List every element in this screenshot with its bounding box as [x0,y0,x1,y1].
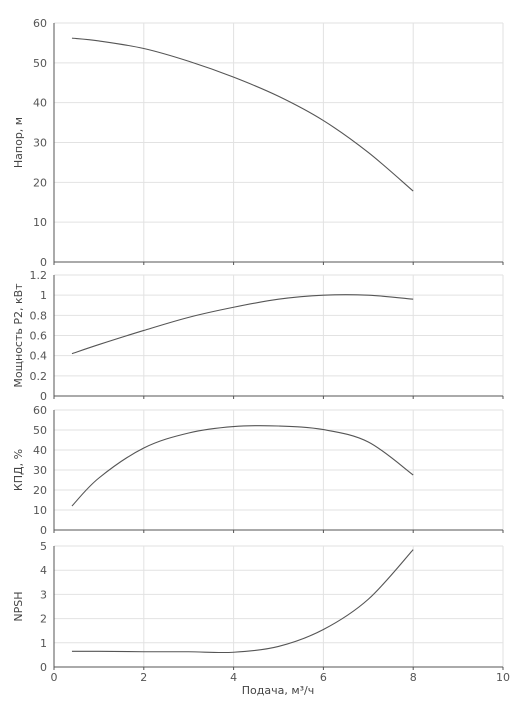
power-y-tick-label: 0.4 [30,350,48,363]
npsh-y-tick-label: 1 [40,637,47,650]
x-axis-tick-labels: 0 2 4 6 8 10 [51,671,511,684]
x-tick-label: 4 [230,671,237,684]
npsh-y-tick-label: 2 [40,613,47,626]
npsh-y-axis-title: NPSH [12,591,25,621]
npsh-y-tick-label: 3 [40,588,47,601]
power-panel: 0 0.2 0.4 0.6 0.8 1 1.2 Мощность P2, кВт [12,269,504,403]
x-tick-label: 10 [496,671,510,684]
efficiency-y-tick-label: 40 [33,444,47,457]
head-y-tick-label: 40 [33,97,47,110]
x-tick-label: 8 [410,671,417,684]
head-y-tick-label: 10 [33,216,47,229]
x-tick-label: 6 [320,671,327,684]
x-tick-label: 2 [140,671,147,684]
power-y-tick-label: 1 [40,289,47,302]
head-curve [71,37,414,192]
power-curve [71,294,414,355]
npsh-y-tick-label: 5 [40,540,47,553]
efficiency-y-tick-label: 0 [40,524,47,537]
npsh-panel: 0 1 2 3 4 5 NPSH [12,540,504,674]
power-y-tick-label: 0.2 [30,370,48,383]
head-y-tick-label: 50 [33,57,47,70]
power-y-tick-label: 0.8 [30,309,48,322]
efficiency-y-tick-label: 50 [33,424,47,437]
npsh-y-tick-label: 0 [40,661,47,674]
efficiency-y-tick-label: 60 [33,404,47,417]
efficiency-curve [71,425,414,507]
efficiency-y-tick-label: 30 [33,464,47,477]
head-y-axis-title: Напор, м [12,117,25,168]
head-y-tick-label: 20 [33,176,47,189]
power-y-tick-label: 0 [40,390,47,403]
x-tick-label: 0 [51,671,58,684]
efficiency-y-tick-label: 20 [33,484,47,497]
power-y-axis-title: Мощность P2, кВт [12,283,25,388]
efficiency-panel: 0 10 20 30 40 50 60 КПД, % [12,404,504,537]
efficiency-y-axis-title: КПД, % [12,449,25,491]
head-y-tick-label: 30 [33,137,47,150]
head-panel: 0 10 20 30 40 50 60 Напор, м [12,17,504,269]
power-y-tick-label: 0.6 [30,330,48,343]
npsh-y-tick-label: 4 [40,564,47,577]
head-y-tick-label: 0 [40,256,47,269]
x-axis-title: Подача, м³/ч [242,684,315,697]
npsh-curve [71,549,414,654]
head-y-tick-label: 60 [33,17,47,30]
power-y-tick-label: 1.2 [30,269,48,282]
efficiency-y-tick-label: 10 [33,504,47,517]
